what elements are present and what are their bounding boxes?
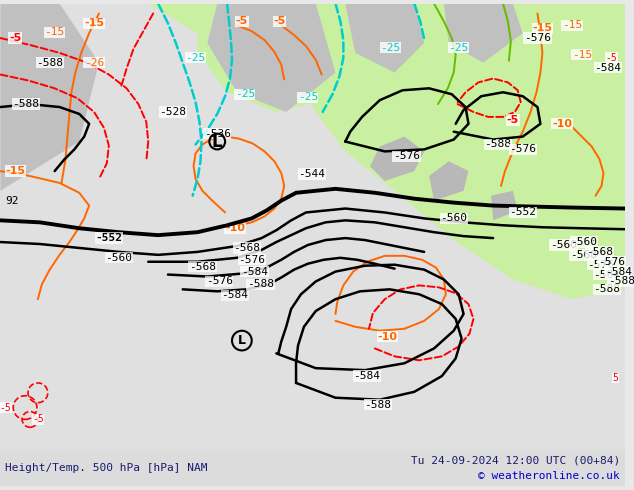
- Text: -10: -10: [225, 223, 245, 233]
- Text: 92: 92: [5, 196, 19, 206]
- Text: -15: -15: [44, 27, 65, 37]
- Text: 5: 5: [612, 373, 618, 383]
- Text: -15: -15: [5, 166, 25, 176]
- Text: Tu 24-09-2024 12:00 UTC (00+84): Tu 24-09-2024 12:00 UTC (00+84): [411, 456, 620, 466]
- Text: -15: -15: [533, 23, 552, 33]
- Text: -568: -568: [233, 243, 261, 253]
- Text: -15: -15: [84, 18, 104, 28]
- Text: -588: -588: [593, 284, 620, 294]
- Text: -588: -588: [12, 99, 39, 109]
- Text: -5: -5: [236, 16, 248, 26]
- Text: -25: -25: [235, 89, 255, 99]
- Bar: [1, 449, 625, 487]
- Text: -576: -576: [393, 151, 420, 161]
- Text: -568: -568: [189, 262, 216, 271]
- Text: L: L: [238, 334, 246, 347]
- Text: -560: -560: [570, 237, 597, 247]
- Polygon shape: [491, 191, 518, 220]
- Text: -15: -15: [572, 50, 592, 60]
- Text: -588: -588: [247, 279, 274, 290]
- Text: -5: -5: [0, 403, 11, 413]
- Text: -10: -10: [378, 332, 398, 342]
- Text: -588: -588: [484, 140, 512, 149]
- Polygon shape: [346, 3, 424, 73]
- Polygon shape: [207, 3, 335, 112]
- Text: -584: -584: [241, 267, 268, 277]
- Text: -528: -528: [159, 107, 186, 117]
- Text: -25: -25: [448, 43, 469, 53]
- Text: -25: -25: [185, 53, 205, 63]
- Text: -552: -552: [509, 207, 536, 218]
- Text: -25: -25: [298, 92, 318, 102]
- Text: -5: -5: [507, 115, 519, 125]
- Text: -560: -560: [550, 240, 577, 250]
- Text: -568: -568: [569, 250, 597, 260]
- Text: -588: -588: [36, 58, 63, 68]
- Text: -576: -576: [509, 145, 536, 154]
- Text: -26: -26: [84, 58, 104, 68]
- Polygon shape: [429, 161, 469, 201]
- Text: -576: -576: [205, 276, 233, 287]
- Polygon shape: [370, 137, 424, 181]
- Text: -5: -5: [605, 53, 618, 63]
- Text: -584: -584: [221, 290, 249, 300]
- Text: -10: -10: [552, 119, 572, 129]
- Text: Height/Temp. 500 hPa [hPa] NAM: Height/Temp. 500 hPa [hPa] NAM: [5, 463, 208, 473]
- Text: -576: -576: [238, 255, 265, 265]
- Polygon shape: [129, 3, 625, 299]
- Text: -552: -552: [95, 233, 122, 243]
- Text: -584: -584: [593, 270, 620, 280]
- Polygon shape: [444, 3, 522, 63]
- Text: -25: -25: [380, 43, 401, 53]
- Polygon shape: [1, 3, 99, 191]
- Text: -584: -584: [594, 63, 621, 73]
- Text: -5: -5: [273, 16, 285, 26]
- Text: -560: -560: [105, 253, 132, 263]
- Text: © weatheronline.co.uk: © weatheronline.co.uk: [479, 471, 620, 481]
- Polygon shape: [198, 3, 355, 112]
- Text: -5: -5: [32, 415, 44, 424]
- Text: -584: -584: [354, 371, 380, 381]
- Text: -588: -588: [365, 400, 391, 410]
- Text: -584: -584: [605, 267, 631, 277]
- Text: -576: -576: [524, 33, 551, 43]
- Text: -536: -536: [204, 129, 231, 139]
- Text: -576: -576: [587, 260, 614, 270]
- Text: -560: -560: [440, 213, 467, 223]
- Text: -5: -5: [9, 33, 22, 43]
- Text: -588: -588: [608, 276, 634, 287]
- Text: -544: -544: [299, 169, 325, 179]
- Text: L: L: [212, 132, 223, 150]
- Text: -15: -15: [562, 20, 582, 30]
- Text: -568: -568: [586, 247, 613, 257]
- Text: -576: -576: [598, 257, 625, 267]
